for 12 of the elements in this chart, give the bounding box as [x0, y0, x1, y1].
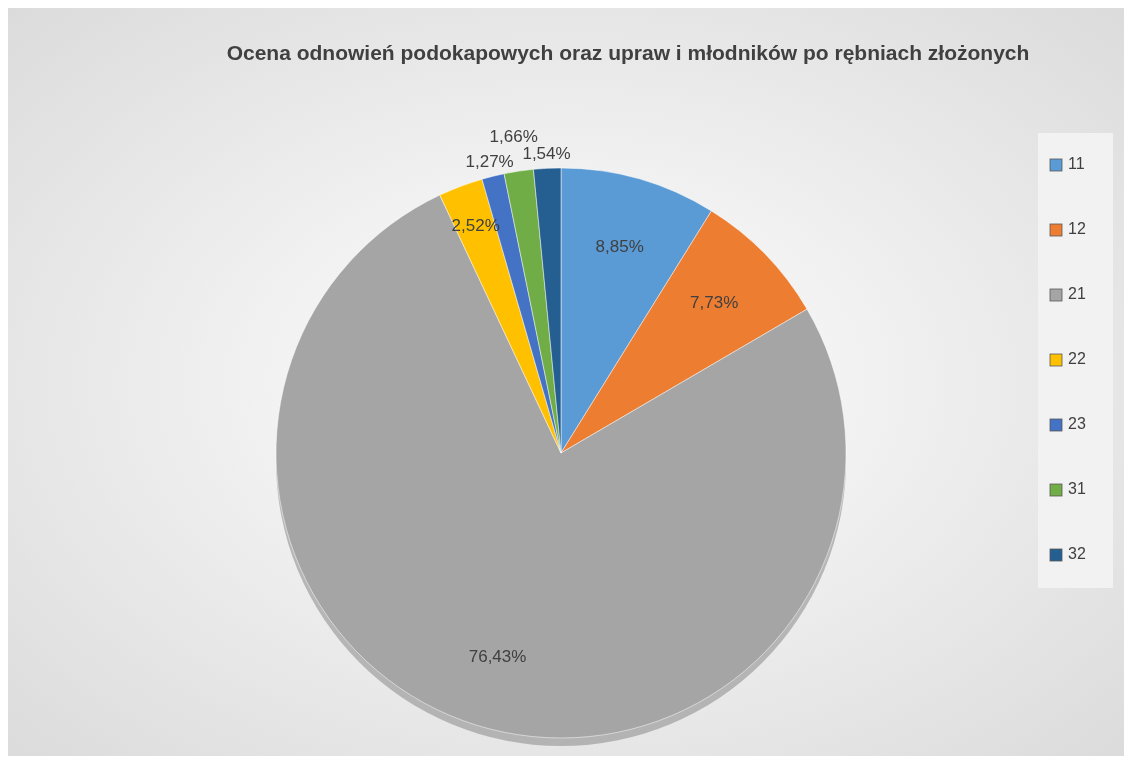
legend-label: 22	[1068, 350, 1086, 368]
legend-label: 12	[1068, 220, 1086, 238]
legend-label: 23	[1068, 415, 1086, 433]
data-label: 1,27%	[465, 152, 514, 172]
data-label: 8,85%	[595, 236, 644, 256]
legend-label: 32	[1068, 545, 1086, 563]
legend-label: 31	[1068, 480, 1086, 498]
data-label: 76,43%	[468, 646, 527, 666]
legend-label: 11	[1068, 155, 1085, 173]
data-label: 7,73%	[690, 293, 739, 313]
chart-title: Ocena odnowień podokapowych oraz upraw i młodników po rębniach złożonych	[226, 41, 1030, 64]
slice-label: 21	[1068, 285, 1086, 303]
